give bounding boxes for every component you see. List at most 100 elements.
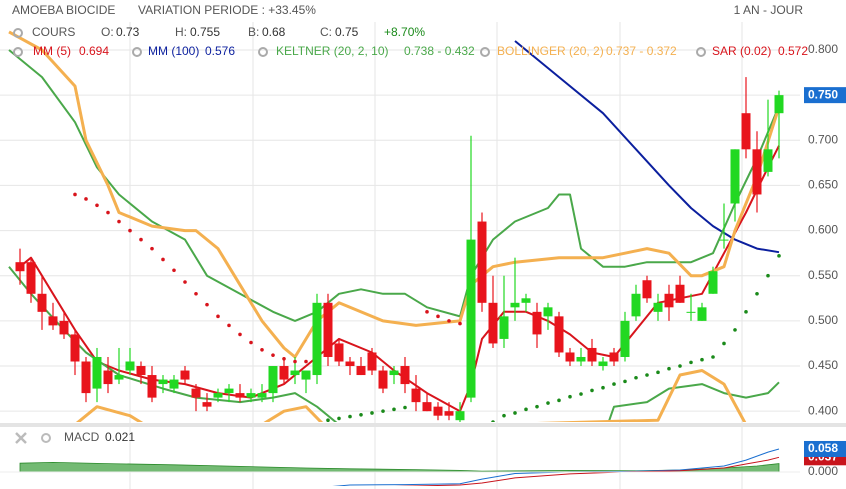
candle-body	[774, 95, 784, 114]
open-value: 0.73	[116, 25, 140, 39]
sar-dot	[326, 418, 330, 422]
candle-body	[169, 379, 179, 389]
settings-icon[interactable]	[258, 47, 268, 57]
low-label: B:	[248, 25, 259, 39]
candle-body	[290, 370, 300, 376]
sar-dot	[260, 347, 264, 352]
sar-dot	[722, 341, 726, 346]
candle-body	[708, 271, 718, 294]
sar-dot	[634, 375, 638, 380]
legend-value: 0.572	[778, 44, 808, 58]
candle-body	[455, 411, 465, 421]
candle-body	[576, 356, 586, 362]
sar-dot	[194, 291, 198, 296]
sar-dot	[84, 197, 88, 201]
candle-body	[37, 293, 47, 312]
sar-dot	[733, 328, 737, 332]
sar-dot	[667, 366, 671, 371]
sar-dot	[249, 340, 253, 345]
period[interactable]: 1 AN - JOUR	[734, 3, 804, 17]
candle-body	[257, 393, 267, 398]
close-icon[interactable]	[15, 432, 27, 444]
sar-dot	[95, 203, 99, 208]
close-value: 0.75	[335, 25, 359, 39]
settings-icon[interactable]	[13, 28, 23, 38]
candle-body	[565, 352, 575, 362]
candle-body	[279, 366, 289, 380]
settings-icon[interactable]	[132, 47, 142, 57]
sar-dot	[216, 314, 220, 319]
candle-body	[180, 370, 190, 380]
sar-dot	[282, 356, 286, 361]
sar-dot	[766, 273, 770, 278]
quote-name: COURS	[32, 25, 75, 39]
price-axis: 0.400 0.450 0.500 0.550 0.600 0.650 0.700 0.750…	[0, 42, 846, 478]
open-label: O:	[101, 25, 114, 39]
sar-dot	[546, 401, 550, 405]
sar-dot	[601, 385, 605, 390]
legend-value: 0.694	[79, 44, 109, 58]
candle-body	[477, 221, 487, 303]
sar-dot	[579, 392, 583, 396]
legend-name: MM (100)	[148, 44, 199, 58]
candle-body	[521, 298, 531, 303]
candle-body	[466, 239, 476, 398]
sar-dot	[150, 246, 154, 251]
sar-dot	[337, 416, 341, 421]
macd-histogram	[19, 461, 780, 473]
y-tick-label: 0.000	[808, 464, 838, 478]
candle-body	[653, 302, 663, 312]
candle-body	[554, 316, 564, 353]
sar-dot	[370, 411, 374, 415]
candle-body	[499, 316, 509, 339]
sar-dot	[458, 321, 462, 326]
sar-dot	[568, 394, 572, 399]
sar-dot	[535, 404, 539, 409]
settings-icon[interactable]	[41, 433, 51, 443]
sar-dot	[491, 420, 495, 422]
candle-body	[598, 361, 608, 367]
sar-dot	[678, 364, 682, 368]
y-tick-label: 0.500	[808, 313, 838, 327]
y-tick-label: 0.600	[808, 223, 838, 237]
sar-dot	[524, 407, 528, 412]
sar-dot	[744, 310, 748, 314]
candle-body	[411, 388, 421, 403]
settings-icon[interactable]	[13, 47, 23, 57]
sar-dot	[755, 291, 759, 296]
macd-value-label: 0.058	[808, 441, 838, 455]
candle-body	[433, 406, 443, 416]
legend-value: 0.576	[205, 44, 235, 58]
sar-dot	[172, 268, 176, 273]
sar-dot	[711, 355, 715, 359]
legend-name: MM (5)	[33, 44, 71, 58]
subtitle: VARIATION PERIODE : +33.45%	[138, 3, 316, 17]
candle-body	[114, 375, 124, 380]
indicator-line	[8, 266, 780, 422]
candle-body	[323, 302, 333, 357]
candle-body	[697, 307, 707, 321]
sar-dot	[502, 413, 506, 418]
candle-body	[587, 347, 597, 362]
price-plot	[8, 30, 784, 422]
indicator-line	[8, 30, 781, 359]
settings-icon[interactable]	[480, 47, 490, 57]
candle-body	[620, 320, 630, 357]
settings-icon[interactable]	[696, 47, 706, 57]
high-label: H:	[175, 25, 187, 39]
macd-line	[394, 456, 780, 486]
candle-body	[26, 262, 36, 294]
panel-separator	[0, 423, 846, 427]
y-tick-label: 0.400	[808, 403, 838, 417]
macd-value-box	[804, 440, 846, 457]
sar-dot	[73, 192, 77, 197]
candle-body	[125, 361, 135, 371]
sar-dot	[700, 357, 704, 362]
legend-name: KELTNER (20, 2, 10)	[276, 44, 389, 58]
candle-body	[15, 262, 25, 272]
sar-dot	[557, 398, 561, 403]
candle-body	[158, 379, 168, 385]
indicator-line	[75, 369, 747, 422]
candle-body	[59, 320, 69, 335]
